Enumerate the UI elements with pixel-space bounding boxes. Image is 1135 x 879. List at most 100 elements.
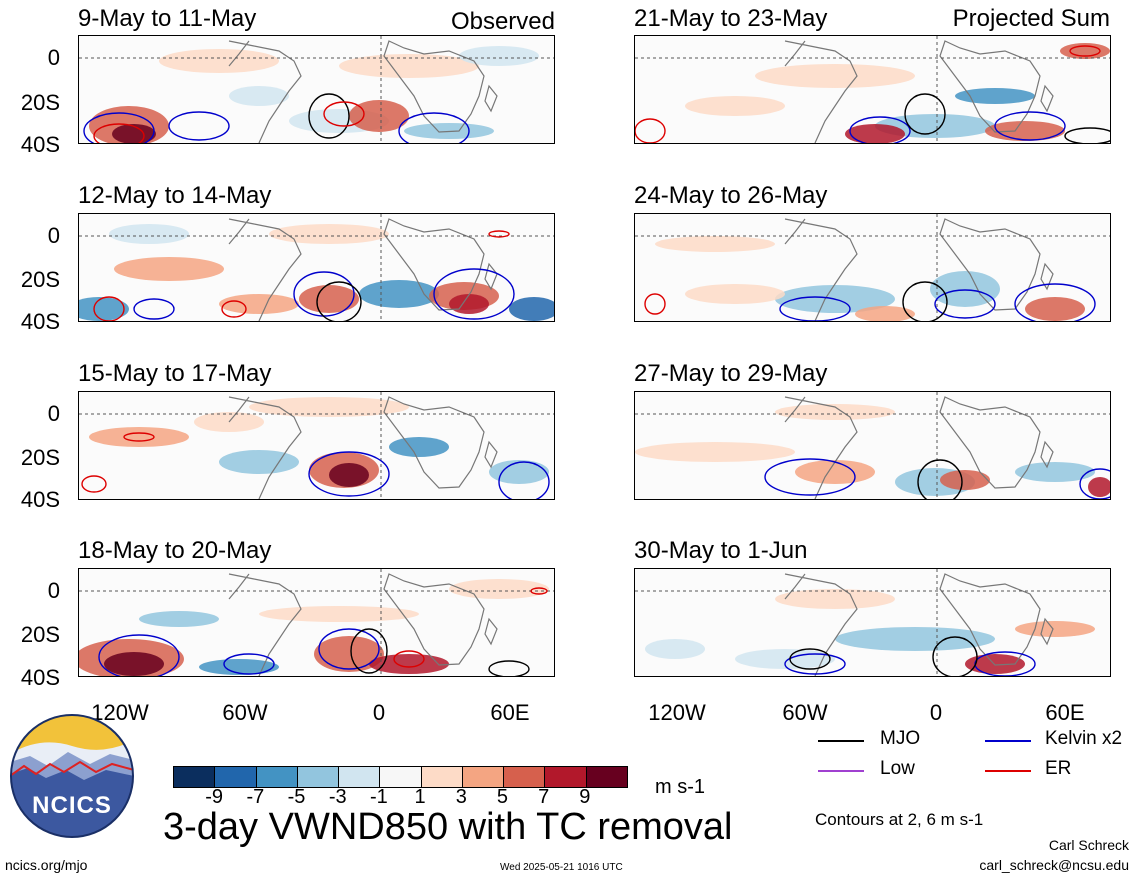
colorbar-swatch (256, 767, 298, 787)
anomaly-shading (835, 627, 995, 651)
colorbar-swatch (504, 767, 546, 787)
coastline (784, 573, 1054, 676)
mjo-legend-label: MJO (880, 728, 921, 749)
anomaly-shading (775, 589, 895, 609)
anomaly-shading (965, 654, 1025, 674)
anomaly-shading (1088, 477, 1110, 497)
anomaly-shading (314, 636, 384, 672)
coastline (784, 396, 1054, 499)
anomaly-shading (269, 224, 389, 244)
panel-title-right-2: 24-May to 26-May (634, 182, 828, 209)
anomaly-shading (199, 659, 279, 675)
er-contour (93, 296, 125, 321)
anomaly-shading (459, 46, 539, 66)
contours-note: Contours at 2, 6 m s-1 (815, 810, 984, 829)
lat-label: 40S (20, 665, 60, 690)
colorbar-swatch (380, 767, 422, 787)
er-contour (393, 650, 425, 668)
colorbar-tick-label: 9 (579, 786, 591, 808)
lon-label: 60E (490, 700, 530, 725)
kelvin-contour (1014, 283, 1096, 321)
anomaly-shading (795, 460, 875, 484)
lon-label: 60W (222, 700, 268, 725)
lat-label: 40S (20, 132, 60, 157)
kelvin-contour (318, 628, 380, 670)
anomaly-shading (104, 652, 164, 676)
ncics-logo: NCICS (10, 714, 134, 838)
anomaly-shading (139, 611, 219, 627)
anomaly-shading (635, 442, 795, 462)
coastline (228, 573, 498, 676)
low-legend-label: Low (880, 758, 915, 779)
panel-title-right-1: 21-May to 23-May (634, 5, 828, 32)
anomaly-shading (112, 124, 156, 143)
mjo-contour (308, 93, 350, 139)
kelvin-contour (764, 458, 856, 496)
colorbar-swatch (421, 767, 463, 787)
logo-text: NCICS (32, 792, 112, 819)
anomaly-shading (109, 224, 189, 244)
kelvin-contour (934, 289, 996, 319)
anomaly-shading (685, 284, 785, 304)
colorbar-labels: -9 -7 -5 -3 -1 1 3 5 7 9 (0, 786, 1135, 812)
anomaly-shading (855, 306, 915, 321)
kelvin-contour (223, 653, 275, 675)
kelvin-legend-line (985, 740, 1031, 742)
map-plot (79, 569, 554, 676)
mjo-contour (902, 281, 948, 321)
anomaly-shading (229, 86, 289, 106)
kelvin-contour (849, 116, 911, 143)
anomaly-shading (299, 285, 359, 313)
coastline (228, 218, 498, 321)
anomaly-shading (369, 654, 449, 674)
anomaly-shading (645, 639, 705, 659)
colorbar-tick-label: -3 (328, 786, 347, 808)
colorbar-tick-label: 7 (538, 786, 550, 808)
er-contour (323, 101, 365, 127)
er-contour (635, 118, 666, 143)
panel-title-left-4: 18-May to 20-May (78, 537, 272, 564)
mjo-contour (488, 660, 530, 676)
mjo-contour (350, 628, 388, 674)
colorbar-swatch (462, 767, 505, 787)
anomaly-shading (339, 54, 479, 78)
anomaly-shading (685, 96, 785, 116)
anomaly-shading (1015, 621, 1095, 637)
lat-label: 0 (47, 223, 60, 248)
mjo-contour (789, 648, 831, 670)
coastline (228, 396, 498, 499)
panel-title-right-4: 30-May to 1-Jun (634, 537, 808, 564)
map-plot (635, 569, 1110, 676)
colorbar-swatch (545, 767, 587, 787)
colorbar-tick-label: -1 (370, 786, 388, 808)
mjo-contour (316, 281, 362, 321)
anomaly-shading (114, 257, 224, 281)
anomaly-shading (89, 427, 189, 447)
anomaly-shading (249, 397, 409, 417)
lat-label: 20S (20, 622, 60, 647)
colorbar-swatch (586, 767, 627, 787)
er-legend-line (985, 770, 1031, 772)
footer-timestamp: Wed 2025-05-21 1016 UTC (500, 862, 623, 873)
anomaly-shading (159, 49, 279, 73)
kelvin-contour (784, 653, 846, 675)
anomaly-shading (775, 404, 895, 420)
map-plot (79, 36, 554, 143)
lat-label: 0 (47, 578, 60, 603)
lon-label: 0 (372, 700, 386, 725)
observed-label: Observed (450, 8, 555, 35)
map-panel (78, 391, 555, 500)
map-panel (78, 568, 555, 677)
kelvin-contour (308, 451, 390, 497)
kelvin-contour (133, 298, 175, 320)
footer-email[interactable]: carl_schreck@ncsu.edu (979, 857, 1129, 873)
anomaly-shading (449, 294, 489, 314)
anomaly-shading (489, 460, 549, 484)
map-panel (634, 391, 1111, 500)
colorbar-tick-label: -7 (246, 786, 265, 808)
anomaly-shading (259, 606, 419, 622)
colorbar-tick-label: 3 (455, 786, 467, 808)
coastline (228, 40, 498, 143)
mjo-contour (917, 459, 963, 499)
footer-url[interactable]: ncics.org/mjo (5, 857, 88, 873)
